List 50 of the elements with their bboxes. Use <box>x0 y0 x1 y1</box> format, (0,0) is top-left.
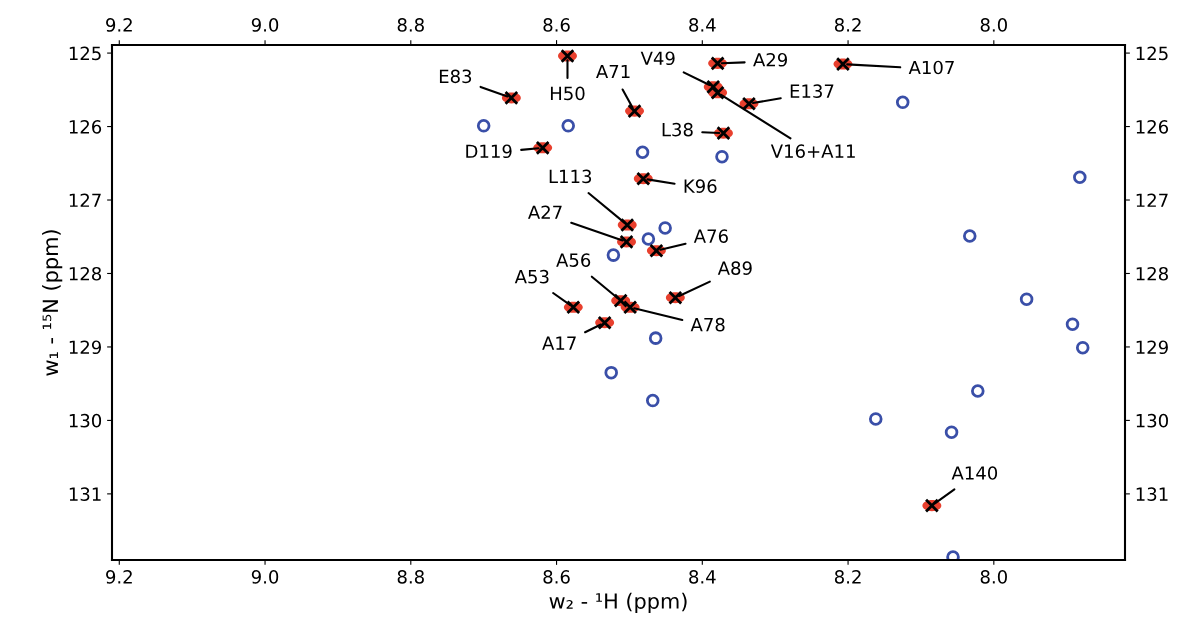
y-tick-label: 131 <box>69 487 101 501</box>
annotation: H50 <box>550 86 585 101</box>
annotation: L113 <box>549 169 592 184</box>
x-tick-label: 8.2 <box>834 570 861 584</box>
annotation: A53 <box>514 269 549 284</box>
y-tick-label: 127 <box>69 193 101 207</box>
y-axis-title: w₁ - ¹⁵N (ppm) <box>42 230 63 376</box>
y2-tick-label: 129 <box>1136 340 1168 355</box>
x-tick-label: 8.8 <box>397 570 424 584</box>
annotation: A78 <box>690 317 725 332</box>
annotation: L38 <box>662 122 693 137</box>
x2-tick-label: 8.2 <box>834 18 861 32</box>
annotation: A107 <box>908 60 954 75</box>
x2-tick-label: 8.0 <box>980 18 1007 32</box>
x-tick-label: 9.2 <box>106 570 132 584</box>
annotation: V16+A11 <box>770 144 855 158</box>
annotation: E83 <box>439 69 472 84</box>
x2-tick-label: 8.4 <box>689 18 716 32</box>
annotation: K96 <box>684 179 717 193</box>
y-tick-label: 130 <box>69 413 102 428</box>
annotation: A71 <box>596 64 630 79</box>
y2-tick-label: 125 <box>1136 46 1168 61</box>
x-tick-label: 8.0 <box>980 570 1007 584</box>
y-tick-label: 129 <box>69 340 102 355</box>
annotation: A27 <box>527 205 562 219</box>
x-tick-label: 8.4 <box>689 570 716 584</box>
annotation: V49 <box>640 51 675 66</box>
y2-tick-label: 126 <box>1136 120 1169 134</box>
x-tick-label: 9.0 <box>251 570 279 584</box>
x-axis-title: w₂ - ¹H (ppm) <box>549 592 687 613</box>
x2-tick-label: 9.2 <box>106 18 132 32</box>
y-tick-label: 125 <box>69 46 101 61</box>
annotation: A17 <box>542 336 576 350</box>
x-tick-label: 8.6 <box>543 570 570 584</box>
x2-tick-label: 8.6 <box>543 18 570 32</box>
annotation: A140 <box>951 466 998 480</box>
y2-tick-label: 127 <box>1136 193 1168 207</box>
x2-tick-label: 9.0 <box>251 18 279 32</box>
annotation: A29 <box>753 52 788 67</box>
annotation: A89 <box>717 261 752 275</box>
annotation: A56 <box>556 253 591 267</box>
y2-tick-label: 128 <box>1136 266 1168 281</box>
y-tick-label: 126 <box>69 120 102 134</box>
x2-tick-label: 8.8 <box>397 18 424 32</box>
y2-tick-label: 130 <box>1136 413 1168 428</box>
y-tick-label: 128 <box>69 266 102 281</box>
annotation: A76 <box>693 229 728 243</box>
y2-tick-label: 131 <box>1136 487 1168 501</box>
annotation: D119 <box>466 144 512 159</box>
annotation: E137 <box>790 84 834 99</box>
